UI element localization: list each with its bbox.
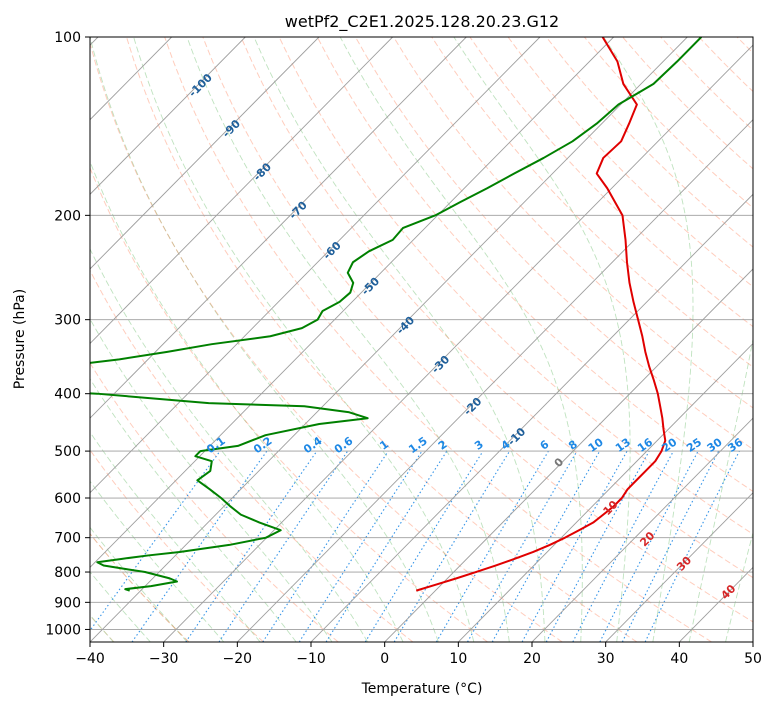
moist-adiabat (90, 247, 368, 642)
cold-adiabat (90, 532, 190, 642)
data-lines (90, 37, 703, 592)
y-tick-label: 1000 (45, 622, 81, 638)
y-tick-label: 200 (54, 208, 81, 224)
x-tick-label: 40 (670, 651, 688, 667)
moist-adiabat (90, 37, 439, 642)
dry-adiabat (126, 37, 638, 642)
moist-adiabat (453, 37, 631, 642)
y-tick-label: 400 (54, 387, 81, 403)
moist-adiabat (253, 37, 546, 642)
isotherm (90, 37, 467, 419)
x-tick-label: −10 (296, 651, 326, 667)
isotherm (384, 268, 753, 642)
mixing-ratio-line (621, 450, 720, 642)
dry-adiabat (164, 37, 712, 642)
mixing-ratio-line (364, 450, 484, 642)
y-tick-label: 800 (54, 565, 81, 581)
moist-adiabat (725, 531, 753, 642)
y-tick-label: 600 (54, 491, 81, 507)
plot-frame (89, 36, 754, 643)
isotherm (90, 37, 246, 195)
temperature-profile (415, 37, 667, 592)
y-tick-label: 900 (54, 595, 81, 611)
y-tick-label: 100 (54, 30, 81, 46)
mixing-ratio-line (393, 450, 511, 642)
y-tick-label: 700 (54, 531, 81, 547)
moist-adiabat (90, 318, 333, 642)
mixing-ratio-line (644, 450, 740, 642)
x-tick-label: −20 (223, 651, 253, 667)
moist-adiabat (339, 37, 583, 642)
x-tick-label: 20 (523, 651, 541, 667)
y-tick-label: 500 (54, 444, 81, 460)
isotherm (163, 44, 753, 642)
mixing-ratio-line (521, 450, 628, 642)
dewpoint-profile (90, 37, 703, 592)
dry-adiabat (202, 37, 753, 623)
y-axis: 100 200 300 400 500 600 700 800 900 1000 (45, 30, 90, 638)
moist-adiabat (688, 336, 753, 642)
isotherm (531, 417, 753, 642)
mixing-ratio-line (325, 450, 448, 642)
dry-adiabat (90, 166, 488, 642)
moist-adiabat (90, 160, 404, 642)
x-tick-label: −30 (149, 651, 179, 667)
mixing-ratio-line (90, 450, 221, 632)
chart-title: wetPf2_C2E1.2025.128.20.23.G12 (285, 12, 559, 32)
dry-adiabat (393, 37, 753, 409)
isotherm (90, 37, 614, 569)
isotherm (237, 119, 753, 642)
x-tick-label: 30 (597, 651, 615, 667)
mixing-ratio-line (185, 450, 318, 642)
dry-adiabat (90, 41, 563, 642)
x-tick-label: 0 (380, 651, 389, 667)
x-tick-label: 50 (744, 651, 762, 667)
x-axis: −40 −30 −20 −10 0 10 20 30 40 50 (75, 642, 762, 667)
isotherm (310, 193, 753, 642)
y-axis-label: Pressure (hPa) (12, 289, 28, 389)
dry-adiabat (316, 37, 753, 493)
isotherm (90, 37, 393, 345)
mixing-ratio-line (218, 450, 349, 642)
dry-adiabat (90, 532, 190, 642)
isotherm (90, 37, 320, 270)
isotherm (605, 492, 753, 642)
isotherm (90, 37, 688, 642)
moist-adiabat (90, 431, 261, 642)
moist-adiabat (186, 37, 510, 642)
mixing-ratio-line (545, 450, 650, 642)
mixing-ratio-line (262, 450, 389, 642)
dry-adiabat (355, 37, 753, 450)
x-axis-label: Temperature (°C) (361, 681, 483, 697)
dry-adiabat (90, 362, 339, 642)
x-tick-label: 10 (449, 651, 467, 667)
mixing-ratio-line (298, 450, 423, 642)
x-tick-label: −40 (75, 651, 105, 667)
dry-adiabat (469, 37, 753, 328)
background-lines (90, 37, 753, 642)
moist-adiabat (603, 37, 694, 642)
y-tick-label: 300 (54, 313, 81, 329)
